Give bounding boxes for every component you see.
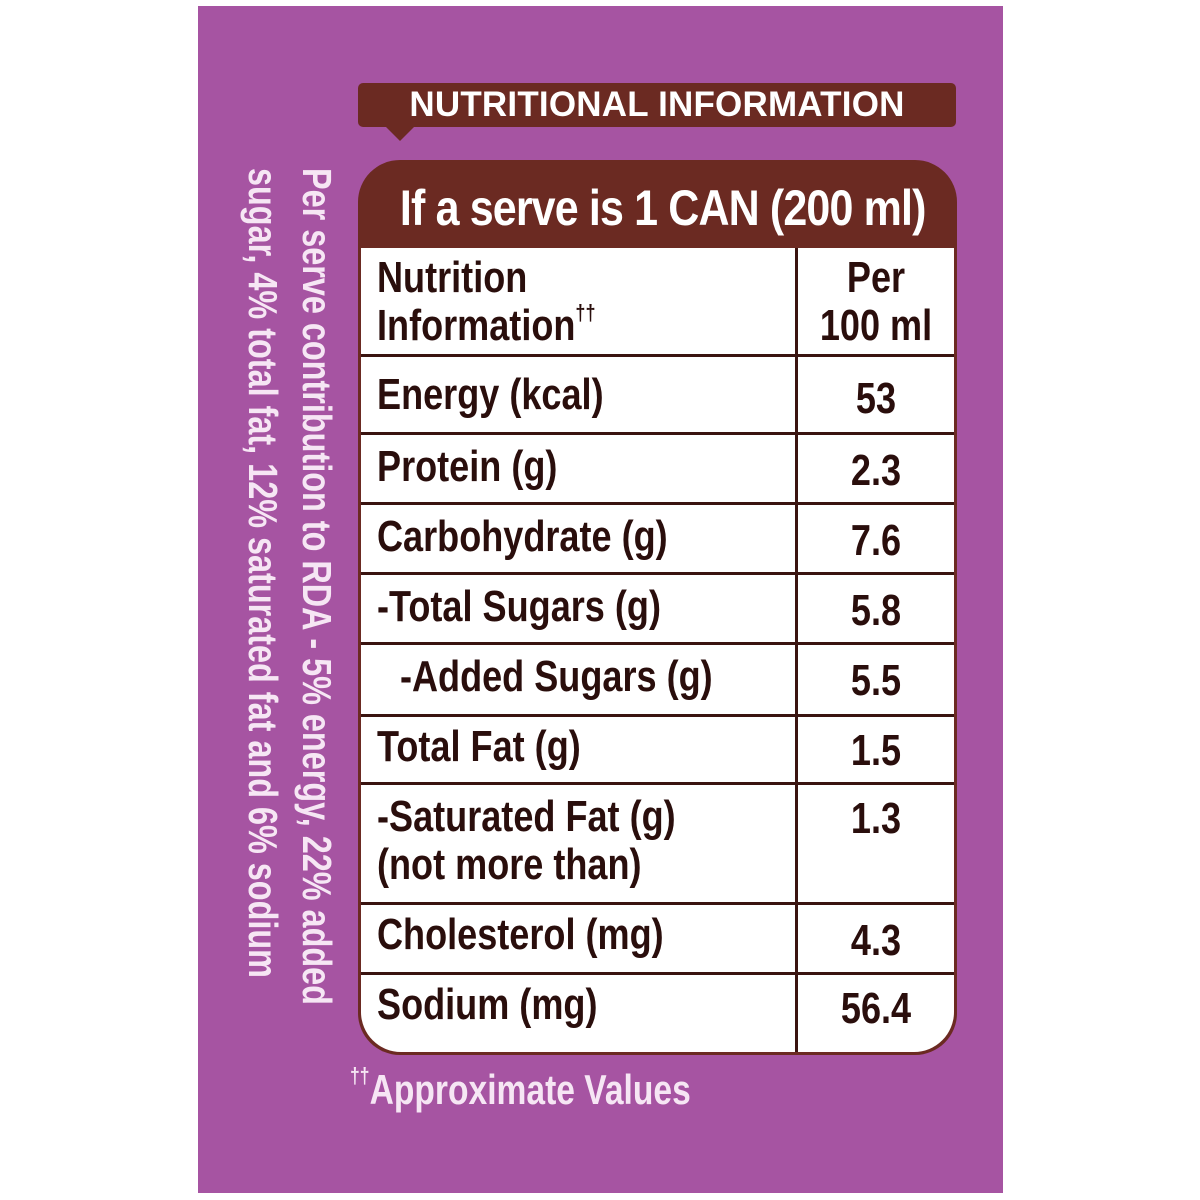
row-value: 1.5	[850, 726, 902, 775]
table-row: Total Fat (g) 1.5	[361, 717, 954, 785]
header-label-line-2: Information††	[377, 302, 596, 350]
row-value: 7.6	[850, 516, 902, 565]
row-value: 5.8	[850, 586, 902, 635]
row-label: Total Fat (g)	[377, 722, 581, 771]
header-label-line-1: Nutrition	[377, 253, 528, 302]
table-row: Cholesterol (mg) 4.3	[361, 905, 954, 975]
column-divider	[795, 248, 798, 1052]
footnote-text: Approximate Values	[369, 1066, 691, 1113]
nutrition-title-tab: NUTRITIONAL INFORMATION	[358, 83, 956, 141]
row-label: Sodium (mg)	[377, 980, 598, 1029]
row-label: -Total Sugars (g)	[377, 582, 661, 631]
row-label: Protein (g)	[377, 442, 558, 491]
table-header-row: Nutrition Information†† Per 100 ml	[361, 248, 954, 357]
title-tab-pointer	[386, 127, 414, 141]
row-label: Cholesterol (mg)	[377, 910, 664, 959]
table-row: Energy (kcal) 53	[361, 357, 954, 435]
approximate-values-footnote: ††Approximate Values	[350, 1065, 691, 1115]
footnote-marker: ††	[350, 1063, 370, 1088]
row-label: -Saturated Fat (g) (not more than)	[377, 793, 676, 889]
header-label-text: Information	[377, 301, 576, 350]
row-value: 53	[855, 374, 897, 423]
approx-marker: ††	[575, 300, 596, 325]
row-label: Carbohydrate (g)	[377, 512, 668, 561]
row-label: Energy (kcal)	[377, 370, 604, 419]
row-label: -Added Sugars (g)	[399, 652, 713, 701]
table-row: Sodium (mg) 56.4	[361, 975, 954, 1052]
table-row: Carbohydrate (g) 7.6	[361, 505, 954, 575]
row-value: 4.3	[850, 916, 902, 965]
row-label-line-1: -Saturated Fat (g)	[377, 792, 676, 841]
row-value: 1.3	[850, 794, 902, 843]
table-row: -Added Sugars (g) 5.5	[361, 645, 954, 717]
rda-note-line-1: Per serve contribution to RDA - 5% energ…	[294, 168, 340, 1005]
row-value: 5.5	[850, 656, 902, 705]
row-value: 2.3	[850, 446, 902, 495]
header-value-line-1: Per	[846, 253, 906, 302]
nutrition-table: If a serve is 1 CAN (200 ml) Nutrition I…	[358, 160, 957, 1055]
row-value: 56.4	[840, 984, 912, 1033]
table-row: Protein (g) 2.3	[361, 435, 954, 505]
header-value-line-2: 100 ml	[819, 301, 933, 350]
rda-note-line-2: sugar, 4% total fat, 12% saturated fat a…	[240, 168, 286, 978]
page-title: NUTRITIONAL INFORMATION	[409, 85, 905, 124]
table-row: -Saturated Fat (g) (not more than) 1.3	[361, 785, 954, 905]
rda-side-note: Per serve contribution to RDA - 5% energ…	[234, 168, 344, 1028]
header-label: Nutrition Information††	[377, 254, 596, 350]
header-value: Per 100 ml	[812, 254, 940, 350]
row-label-line-2: (not more than)	[377, 840, 642, 889]
serve-size-heading: If a serve is 1 CAN (200 ml)	[399, 180, 926, 236]
nutrition-grid: Nutrition Information†† Per 100 ml Energ…	[361, 248, 954, 1052]
table-row: -Total Sugars (g) 5.8	[361, 575, 954, 645]
